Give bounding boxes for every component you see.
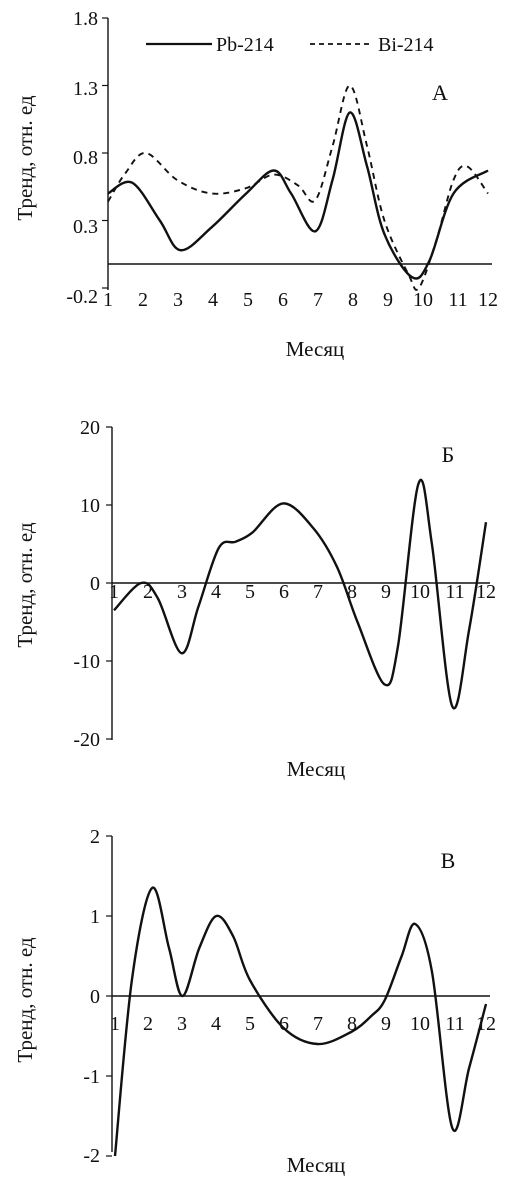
y-tick-label: -1 [83, 1066, 100, 1088]
x-tick-labels: 1 2 3 4 5 6 7 8 9 10 11 12 [110, 1013, 496, 1035]
y-tick-label: 0.3 [73, 216, 98, 238]
x-tick-label: 5 [245, 1013, 255, 1035]
y-tick-label: 2 [90, 826, 100, 848]
x-tick-label: 5 [243, 289, 253, 311]
y-tick-label: 10 [80, 495, 100, 517]
x-tick-labels: 1 2 3 4 5 6 7 8 9 10 11 12 [109, 581, 496, 603]
x-tick-label: 9 [381, 1013, 391, 1035]
y-axis-title: Тренд, отн. ед [13, 522, 37, 647]
x-tick-label: 4 [211, 581, 221, 603]
x-tick-label: 2 [138, 289, 148, 311]
x-tick-label: 5 [245, 581, 255, 603]
x-axis-title: Месяц [287, 1153, 345, 1177]
x-tick-label: 6 [279, 1013, 289, 1035]
legend-label-bi214: Bi-214 [378, 34, 434, 56]
x-tick-label: 10 [413, 289, 433, 311]
chart-panel-a: 1.8 1.3 0.8 0.3 -0.2 1 2 3 4 5 6 7 8 9 1… [13, 8, 498, 361]
x-tick-label: 12 [476, 581, 496, 603]
x-tick-label: 1 [109, 581, 119, 603]
x-tick-label: 7 [313, 581, 323, 603]
series-line [113, 886, 488, 1157]
series-line [113, 478, 488, 710]
y-tick-label: 1.8 [73, 8, 98, 30]
x-tick-label: 6 [279, 581, 289, 603]
x-tick-label: 11 [445, 581, 464, 603]
x-tick-label: 9 [381, 581, 391, 603]
x-tick-label: 3 [177, 581, 187, 603]
y-tick-label: 1 [90, 906, 100, 928]
y-tick-label: -2 [83, 1145, 100, 1167]
x-tick-label: 2 [143, 1013, 153, 1035]
panel-label: А [432, 80, 448, 105]
y-tick-label: 20 [80, 417, 100, 439]
chart-panel-c: 2 1 0 -1 -2 1 2 3 4 5 6 7 8 9 10 11 12 Т… [13, 826, 496, 1177]
chart-panel-b: 20 10 0 -10 -20 1 2 3 4 5 6 7 8 9 10 11 … [13, 417, 496, 781]
x-tick-label: 11 [445, 1013, 464, 1035]
x-tick-label: 10 [410, 1013, 430, 1035]
x-tick-label: 3 [173, 289, 183, 311]
x-tick-label: 3 [177, 1013, 187, 1035]
x-tick-label: 7 [313, 1013, 323, 1035]
y-tick-label: -0.2 [66, 286, 98, 308]
x-tick-label: 11 [448, 289, 467, 311]
panel-label: Б [442, 442, 455, 467]
legend: Pb-214 Bi-214 [146, 34, 434, 56]
y-tick-label: -20 [73, 729, 100, 751]
y-tick-label: -10 [73, 651, 100, 673]
panel-label: В [441, 848, 456, 873]
y-tick-label: 0.8 [73, 147, 98, 169]
series-line-pb214 [107, 111, 489, 280]
x-axis-title: Месяц [287, 757, 345, 781]
x-tick-label: 8 [348, 289, 358, 311]
x-tick-label: 10 [410, 581, 430, 603]
y-axis-title: Тренд, отн. ед [13, 937, 37, 1062]
x-tick-label: 6 [278, 289, 288, 311]
y-tick-label: 1.3 [73, 78, 98, 100]
x-tick-label: 8 [347, 1013, 357, 1035]
x-tick-labels: 1 2 3 4 5 6 7 8 9 10 11 12 [103, 289, 498, 311]
x-tick-label: 7 [313, 289, 323, 311]
y-tick-label: 0 [90, 573, 100, 595]
x-tick-label: 9 [383, 289, 393, 311]
x-tick-label: 8 [347, 581, 357, 603]
x-tick-label: 4 [208, 289, 218, 311]
x-tick-label: 4 [211, 1013, 221, 1035]
legend-label-pb214: Pb-214 [216, 34, 274, 56]
x-tick-label: 12 [478, 289, 498, 311]
x-tick-label: 2 [143, 581, 153, 603]
x-axis-title: Месяц [286, 337, 344, 361]
x-tick-label: 1 [110, 1013, 120, 1035]
y-axis-title: Тренд, отн. ед [13, 95, 37, 220]
x-tick-label: 1 [103, 289, 113, 311]
y-tick-label: 0 [90, 986, 100, 1008]
series-line-bi214 [107, 84, 489, 291]
